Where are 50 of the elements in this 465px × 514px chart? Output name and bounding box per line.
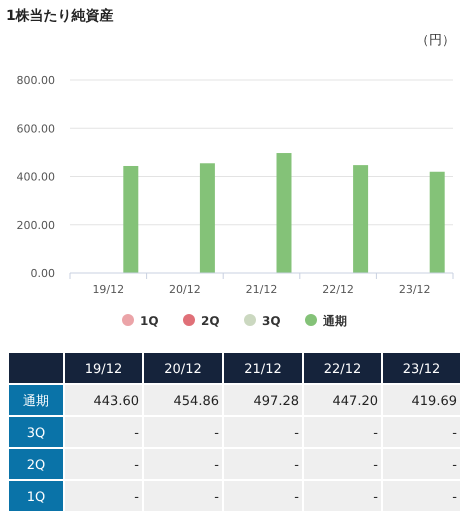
y-tick-label: 0.00 [30, 267, 55, 280]
text: - [452, 490, 457, 505]
text: - [214, 426, 219, 441]
legend-label: 2Q [201, 314, 220, 328]
text: 1Q [26, 490, 46, 505]
legend-label: 1Q [140, 314, 159, 328]
text: - [373, 426, 378, 441]
category-label: 20/12 [164, 362, 202, 377]
y-tick-label: 200.00 [16, 218, 55, 232]
bar [430, 172, 445, 273]
text: - [373, 458, 378, 473]
text: - [452, 426, 457, 441]
text: - [452, 458, 457, 473]
x-tick-label: 20/12 [169, 283, 201, 296]
text: - [134, 490, 139, 505]
data-label: 419.69 [412, 394, 457, 409]
category-label: 22/12 [324, 362, 362, 377]
x-tick-label: 23/12 [398, 283, 431, 296]
text: - [373, 490, 378, 505]
y-tick-label: 600.00 [16, 122, 55, 136]
text: - [214, 490, 219, 505]
data-label: 443.60 [94, 394, 139, 409]
y-tick-label: 800.00 [16, 74, 55, 87]
x-tick-label: 22/12 [322, 283, 354, 296]
ylabel: （円） [416, 33, 455, 48]
data-label: 447.20 [332, 394, 378, 409]
text: 3Q [26, 426, 46, 441]
bar [200, 163, 215, 273]
category-label: 21/12 [244, 362, 282, 377]
bar [353, 165, 368, 273]
bar [123, 166, 138, 273]
legend-label: 通期 [322, 314, 347, 328]
text: - [294, 490, 299, 505]
data-label: 497.28 [254, 394, 299, 409]
text: - [134, 458, 139, 473]
bar [276, 153, 292, 273]
title: 1株当たり純資産 [6, 8, 114, 24]
category-label: 19/12 [84, 362, 122, 377]
text: - [294, 426, 299, 441]
text: 2Q [26, 458, 46, 473]
text: - [294, 458, 299, 473]
y-tick-label: 400.00 [16, 170, 55, 184]
data-label: 454.86 [174, 394, 219, 409]
x-tick-label: 21/12 [246, 283, 278, 296]
category-label: 23/12 [402, 362, 440, 377]
text: - [134, 426, 139, 441]
text: 通期 [23, 394, 49, 409]
text: - [214, 458, 219, 473]
x-tick-label: 19/12 [92, 283, 124, 296]
legend-label: 3Q [262, 314, 281, 328]
